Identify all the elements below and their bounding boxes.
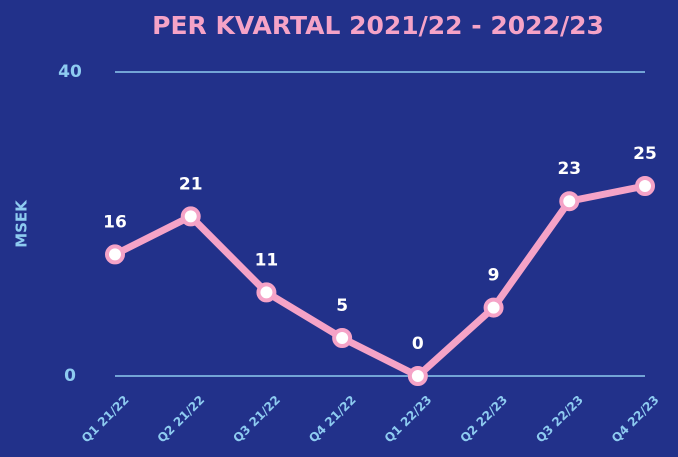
data-label: 16 xyxy=(103,212,127,232)
data-label: 0 xyxy=(412,334,424,354)
point xyxy=(105,244,125,265)
y-tick-label: 40 xyxy=(58,62,82,82)
data-label: 23 xyxy=(557,159,581,179)
y-axis-label: MSEK xyxy=(13,199,31,248)
data-label: 11 xyxy=(255,250,279,270)
point xyxy=(407,366,428,386)
y-tick-label: 0 xyxy=(64,366,76,386)
line xyxy=(113,182,646,380)
point xyxy=(635,176,655,196)
data-label: 9 xyxy=(488,266,500,286)
data-label: 25 xyxy=(633,144,657,164)
point xyxy=(483,297,504,318)
data-label: 5 xyxy=(336,296,348,316)
point xyxy=(180,206,201,227)
chart-title: PER KVARTAL 2021/22 - 2022/23 xyxy=(152,11,604,40)
point xyxy=(559,191,580,212)
data-label: 21 xyxy=(179,174,203,194)
point xyxy=(256,282,277,303)
point xyxy=(332,328,353,348)
